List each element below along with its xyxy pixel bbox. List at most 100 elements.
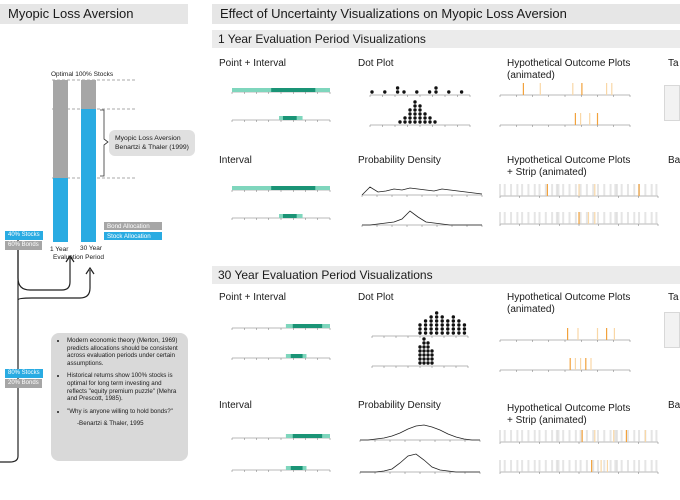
s2-dp-a-dot bbox=[446, 323, 450, 327]
s2-dp-a-dot bbox=[434, 319, 439, 323]
s1-dp-a-dot bbox=[383, 90, 387, 94]
col1-label: 1 Year bbox=[50, 245, 68, 254]
s2-dp-a-dot bbox=[451, 315, 456, 319]
s1-point-interval-label: Point + Interval bbox=[219, 58, 286, 69]
bar1-stocks bbox=[53, 178, 68, 242]
s1-dp-b-dot bbox=[428, 116, 432, 120]
s2-dp-a-dot bbox=[440, 319, 444, 323]
s1-dp-b-dot bbox=[428, 120, 432, 124]
s2-dp-b-dot bbox=[426, 345, 430, 349]
s2-dp-a-dot bbox=[434, 323, 439, 327]
s2-dp-a-dot bbox=[446, 319, 450, 323]
s2-dp-a-dot bbox=[429, 319, 433, 323]
right-title-bar: Effect of Uncertainty Visualizations on … bbox=[212, 4, 680, 24]
tag-20-bonds: 20% Bonds bbox=[5, 379, 42, 388]
s1-dp-a-dot bbox=[459, 90, 464, 94]
brace-label-line1: Myopic Loss Aversion bbox=[115, 135, 181, 142]
s2-dp-b-dot bbox=[426, 357, 430, 361]
s1-dp-a-dot bbox=[395, 86, 400, 90]
brace bbox=[100, 109, 109, 177]
s1-dp-b-dot bbox=[423, 120, 427, 124]
s1-dp-b-dot bbox=[413, 120, 417, 124]
s2-dp-a-dot bbox=[451, 319, 456, 323]
s1-dp-b-dot bbox=[408, 108, 412, 112]
s2-pi-a-inner bbox=[292, 324, 323, 328]
s2-dp-a-dot bbox=[434, 315, 439, 319]
tag-40-stocks: 40% Stocks bbox=[5, 231, 43, 240]
s1-dot-plot-label: Dot Plot bbox=[358, 58, 394, 69]
s2-dp-a-dot bbox=[457, 319, 461, 323]
s2-dp-a-dot bbox=[434, 311, 439, 315]
note-item: "Why is anyone willing to hold bonds?" bbox=[67, 408, 182, 416]
s1-dp-a-dot bbox=[427, 90, 432, 94]
s2-dp-a-dot bbox=[418, 323, 422, 327]
s2-density-label: Probability Density bbox=[358, 400, 441, 411]
s2-dp-b-dot bbox=[418, 349, 422, 353]
s1-dp-b-dot bbox=[413, 108, 417, 112]
s1-den-b-curve bbox=[362, 210, 482, 226]
theory-note: Modern economic theory (Merton, 1969) pr… bbox=[51, 333, 188, 461]
s1-dp-b-dot bbox=[413, 104, 417, 108]
s2-dp-a-dot bbox=[451, 327, 456, 331]
s2-dp-a-dot bbox=[434, 331, 439, 335]
s2-dot-plot-label: Dot Plot bbox=[358, 292, 394, 303]
s2-dp-a-dot bbox=[423, 331, 428, 335]
s1-dp-b-dot bbox=[398, 120, 402, 124]
s2-dp-a-dot bbox=[462, 331, 467, 335]
optimal-label: Optimal 100% Stocks bbox=[51, 71, 114, 78]
s2-dp-a-dot bbox=[429, 327, 433, 331]
s2-hop-line2: (animated) bbox=[507, 304, 555, 315]
s2-dp-a-dot bbox=[423, 327, 428, 331]
s1-dp-b-dot bbox=[413, 112, 417, 116]
s2-dp-b-dot bbox=[430, 361, 434, 365]
s1-dp-b-dot bbox=[403, 120, 407, 124]
s1-dp-b-dot bbox=[413, 100, 417, 104]
s1-hop-line1: Hypothetical Outcome Plots bbox=[507, 58, 631, 69]
s1-hopstrip-line2: + Strip (animated) bbox=[507, 167, 587, 178]
s1-hopstrip-line1: Hypothetical Outcome Plots bbox=[507, 155, 631, 166]
s2-hop-label: Hypothetical Outcome Plots (animated) bbox=[507, 292, 630, 316]
s2-dp-b-dot bbox=[418, 353, 422, 357]
brace-label-box: Myopic Loss Aversion Benartzi & Thaler (… bbox=[109, 130, 195, 156]
s1-in-a-inner bbox=[271, 186, 316, 190]
bar1-bonds bbox=[53, 80, 68, 178]
s1-den-a-curve bbox=[361, 186, 483, 196]
s2-dp-a-dot bbox=[418, 327, 422, 331]
s2-hopstrip-line2: + Strip (animated) bbox=[507, 415, 587, 426]
s2-dp-b-dot bbox=[418, 357, 422, 361]
s2-cut1: Ta bbox=[668, 292, 679, 303]
s2-dp-a-dot bbox=[462, 327, 467, 331]
note-item: Modern economic theory (Merton, 1969) pr… bbox=[67, 337, 182, 367]
s1-cut2: Ba bbox=[668, 155, 680, 166]
s1-hop-strip-label: Hypothetical Outcome Plots + Strip (anim… bbox=[507, 155, 630, 179]
s1-hop-line2: (animated) bbox=[507, 70, 555, 81]
s2-den-a-curve bbox=[360, 424, 480, 441]
s2-cut2: Ba bbox=[668, 400, 680, 411]
s2-hop-line1: Hypothetical Outcome Plots bbox=[507, 292, 631, 303]
s2-hop-strip-label: Hypothetical Outcome Plots + Strip (anim… bbox=[507, 403, 630, 427]
col1-line1: 1 Year bbox=[50, 246, 69, 253]
s1-dp-b-dot bbox=[418, 108, 422, 112]
s2-dp-a-dot bbox=[423, 319, 428, 323]
s2-dp-b-dot bbox=[426, 341, 430, 345]
s2-dp-b-dot bbox=[426, 349, 430, 353]
s2-dp-a-dot bbox=[418, 331, 422, 335]
s1-dp-a-dot bbox=[434, 90, 438, 94]
s1-dp-a-dot bbox=[370, 90, 374, 94]
right-title: Effect of Uncertainty Visualizations on … bbox=[220, 6, 567, 21]
s1-dp-b-dot bbox=[418, 120, 422, 124]
s2-dp-a-dot bbox=[434, 327, 439, 331]
s2-dp-a-dot bbox=[423, 323, 428, 327]
section2-title: 30 Year Evaluation Period Visualizations bbox=[218, 268, 433, 282]
s2-dp-a-dot bbox=[440, 331, 444, 335]
s2-dp-a-dot bbox=[429, 315, 433, 319]
s2-dp-b-dot bbox=[422, 361, 426, 365]
s2-dp-b-dot bbox=[422, 349, 426, 353]
s2-interval-label: Interval bbox=[219, 400, 252, 411]
s2-dp-b-dot bbox=[422, 357, 426, 361]
s2-dp-a-dot bbox=[446, 327, 450, 331]
s2-dp-a-dot bbox=[440, 323, 444, 327]
s2-dp-a-dot bbox=[457, 327, 461, 331]
s1-cut1: Ta bbox=[668, 58, 679, 69]
